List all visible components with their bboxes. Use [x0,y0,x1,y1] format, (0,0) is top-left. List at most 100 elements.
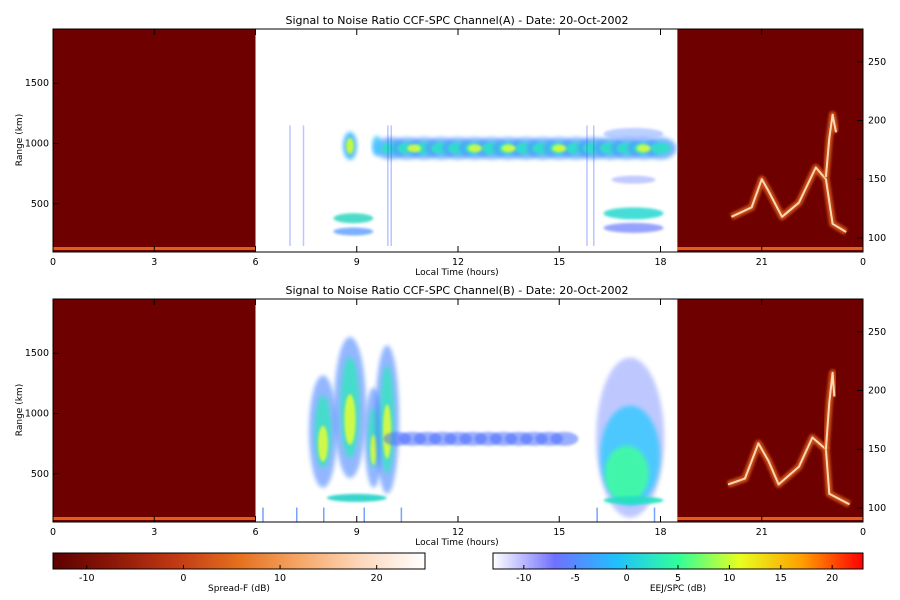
panel-a-title: Signal to Noise Ratio CCF-SPC Channel(A)… [285,14,628,27]
echo-streak [593,125,595,246]
y-tick-label: 500 [31,469,49,480]
x-tick-label: 3 [151,527,157,538]
spread-f-bottom-echo [677,247,863,250]
colorbar-tick-label: 10 [723,573,735,584]
colorbar-tick-label: -5 [570,573,579,584]
colorbar-eej-ticks: -10 -5 0 5 10 15 20 [516,565,838,584]
y2-tick-label: 150 [868,444,886,455]
colorbar-tick-label: 20 [371,573,383,584]
x-tick-label: 15 [553,527,565,538]
echo-streak [586,125,588,246]
echo-region [407,144,422,153]
x-tick-label: 12 [452,257,464,268]
echo-region [603,222,664,233]
eej-section [289,125,677,246]
echo-streak [262,507,264,522]
echo-region [501,144,516,153]
spread-f-section-left [53,29,256,252]
colorbar-spread-f: -10 0 10 20 Spread-F (dB) [52,552,426,594]
y2-tick-label: 100 [868,233,886,244]
y-tick-label: 500 [31,199,49,210]
spread-f-section-right [677,299,863,522]
panel-b-plot-area [53,299,863,522]
echo-region [333,213,374,224]
y2-tick-label: 100 [868,503,886,514]
echo-region [372,135,382,156]
eej-section [262,336,665,522]
colorbar-tick-label: -10 [516,573,532,584]
x-tick-label: 12 [452,527,464,538]
x-tick-label: 18 [654,257,666,268]
x-tick-label: 3 [151,257,157,268]
panel-channel-b: Signal to Noise Ratio CCF-SPC Channel(B)… [15,284,886,548]
panel-a-plot-area [53,29,863,252]
y2-tick-label: 250 [868,57,886,68]
x-tick-label: 21 [756,527,768,538]
echo-region [344,394,356,445]
echo-streak [302,125,305,246]
y2-tick-label: 200 [868,116,886,127]
echo-region [650,142,671,155]
echo-streak [323,507,325,522]
panel-channel-a: Signal to Noise Ratio CCF-SPC Channel(A)… [15,14,886,278]
echo-region [370,434,377,465]
echo-region [552,144,567,153]
colorbar-spread-f-fill [52,552,426,570]
panel-b-title: Signal to Noise Ratio CCF-SPC Channel(B)… [285,284,628,297]
colorbar-eej-label: EEJ/SPC (dB) [650,584,706,594]
echo-region [467,144,482,153]
x-tick-label: 21 [756,257,768,268]
echo-streak [296,507,298,522]
x-tick-label: 0 [50,257,56,268]
spread-f-plume-core [727,436,850,506]
colorbar-tick-label: 0 [180,573,186,584]
panel-a-axes: 0 3 6 9 12 15 18 21 0 500 1000 1500 100 150 200 250 [25,29,886,268]
x-tick-label: 0 [860,527,866,538]
x-tick-label: 9 [354,527,360,538]
x-tick-label: 0 [50,527,56,538]
colorbar-tick-label: 15 [775,573,787,584]
x-tick-label: 9 [354,257,360,268]
x-tick-label: 15 [553,257,565,268]
colorbar-tick-label: 5 [675,573,681,584]
panel-a-ylabel: Range (km) [15,114,25,166]
spread-f-bottom-echo [677,517,863,520]
colorbar-spread-f-label: Spread-F (dB) [208,584,270,594]
panel-b-ylabel: Range (km) [15,384,25,436]
echo-region [382,404,392,459]
y-tick-label: 1000 [25,139,49,150]
echo-region [333,227,374,236]
y2-tick-label: 200 [868,386,886,397]
spread-f-plume-core [824,371,836,450]
y-tick-label: 1000 [25,409,49,420]
echo-region [611,175,656,184]
y-tick-label: 1500 [25,348,49,359]
colorbar-spread-f-ticks: -10 0 10 20 [79,565,383,584]
echo-region [318,425,328,462]
spread-f-plume-core [730,166,847,233]
echo-streak [653,507,656,522]
spread-f-plume-core [824,113,837,177]
panel-b-axes: 0 3 6 9 12 15 18 21 0 500 1000 1500 100 150 200 250 [25,299,886,538]
echo-region [346,137,354,154]
panel-a-xlabel: Local Time (hours) [415,268,498,278]
colorbar-eej: -10 -5 0 5 10 15 20 EEJ/SPC (dB) [492,552,864,594]
colorbar-tick-label: 20 [826,573,838,584]
colorbar-tick-label: 10 [274,573,286,584]
panel-b-xlabel: Local Time (hours) [415,538,498,548]
echo-region [604,445,649,502]
spread-f-section-left [53,299,256,522]
echo-streak [363,507,365,522]
echo-streak [390,125,392,246]
echo-region [603,207,664,220]
colorbar-tick-label: 0 [624,573,630,584]
y2-tick-label: 150 [868,174,886,185]
echo-region [603,496,664,505]
spread-f-plumes [729,111,848,235]
echo-streak [596,507,598,522]
colorbar-tick-label: -10 [79,573,95,584]
y2-tick-label: 250 [868,327,886,338]
x-tick-label: 6 [252,257,258,268]
echo-region [550,431,579,446]
echo-streak [289,125,291,246]
